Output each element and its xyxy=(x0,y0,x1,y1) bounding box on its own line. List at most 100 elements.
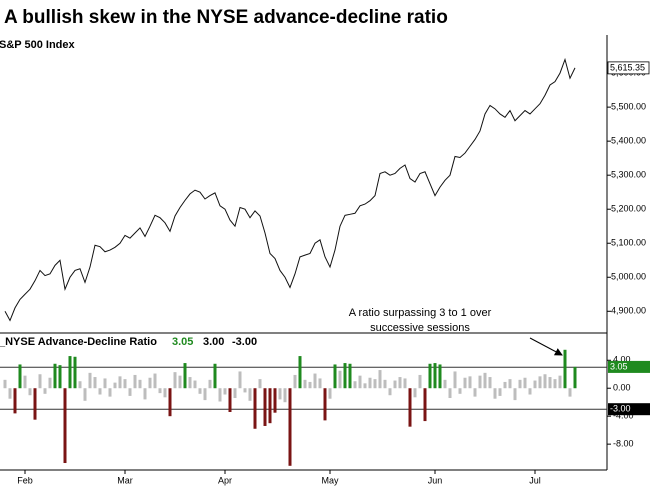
y-tick-label: 5,000.00 xyxy=(611,272,646,282)
x-tick-label: Feb xyxy=(17,475,33,485)
bar xyxy=(538,376,542,389)
panel-label: S&P 500 Index xyxy=(0,39,75,51)
bar xyxy=(398,377,402,389)
bar xyxy=(13,388,17,414)
x-tick-label: May xyxy=(321,475,339,485)
bar xyxy=(568,388,572,397)
bar xyxy=(468,376,472,389)
bar xyxy=(113,382,117,389)
bar xyxy=(328,388,332,399)
bar xyxy=(153,373,157,389)
bar xyxy=(518,379,522,389)
y-tick-label: 4,900.00 xyxy=(611,306,646,316)
bar xyxy=(368,377,372,389)
bar xyxy=(313,373,317,389)
bar xyxy=(8,388,12,399)
bar xyxy=(23,375,27,389)
bar xyxy=(453,371,457,389)
bar xyxy=(433,363,437,389)
bar xyxy=(363,383,367,389)
bar xyxy=(463,377,467,389)
bar xyxy=(48,377,52,389)
bar xyxy=(143,388,147,400)
y-tick-label: 5,100.00 xyxy=(611,238,646,248)
y-tick-label: 0.00 xyxy=(613,383,631,393)
bar xyxy=(508,379,512,389)
bar xyxy=(373,379,377,389)
annotation-arrow xyxy=(529,337,563,356)
bar xyxy=(118,376,122,389)
x-tick-label: Jun xyxy=(428,475,443,485)
bar xyxy=(183,363,187,389)
y-tick-label: 5,500.00 xyxy=(611,102,646,112)
last-value-label: 5,615.35 xyxy=(610,62,645,72)
threshold-label: -3.00 xyxy=(610,404,631,414)
bar xyxy=(3,379,7,389)
bar xyxy=(38,374,42,389)
bar xyxy=(128,388,132,396)
bar xyxy=(133,374,137,389)
bar xyxy=(478,375,482,389)
bar xyxy=(273,388,277,413)
bar xyxy=(288,388,292,466)
bar xyxy=(553,379,557,389)
bar xyxy=(323,388,327,421)
bar xyxy=(388,388,392,396)
x-tick-label: Jul xyxy=(529,475,541,485)
bar xyxy=(438,364,442,389)
bar xyxy=(213,363,217,389)
bar xyxy=(528,388,532,395)
bar xyxy=(413,388,417,398)
bar xyxy=(28,388,32,396)
bar xyxy=(63,388,67,464)
bar xyxy=(488,377,492,389)
bar xyxy=(318,378,322,389)
bar xyxy=(178,375,182,389)
bar xyxy=(248,388,252,401)
x-tick-label: Apr xyxy=(218,475,232,485)
y-tick-label: -8.00 xyxy=(613,439,634,449)
price-line xyxy=(4,57,576,322)
bar xyxy=(523,377,527,389)
bar xyxy=(473,388,477,397)
bar xyxy=(98,388,102,395)
bar xyxy=(498,388,502,396)
bar xyxy=(18,364,22,389)
bar xyxy=(513,388,517,401)
bar xyxy=(243,388,247,393)
bar xyxy=(403,378,407,389)
bar xyxy=(258,379,262,389)
bar xyxy=(173,372,177,389)
last-value-tag xyxy=(607,61,650,75)
last-value-label: 3.05 xyxy=(610,361,628,371)
header-value: -3.00 xyxy=(232,336,257,348)
bar xyxy=(168,388,172,417)
bar xyxy=(88,372,92,389)
y-tick-label: 5,300.00 xyxy=(611,170,646,180)
header-value: 3.00 xyxy=(203,336,224,348)
chart-title: A bullish skew in the NYSE advance-decli… xyxy=(4,7,448,28)
bar xyxy=(203,388,207,401)
bar xyxy=(358,375,362,389)
bar xyxy=(68,356,72,389)
bar xyxy=(223,388,227,395)
bar xyxy=(533,380,537,389)
bar xyxy=(108,388,112,397)
bar xyxy=(458,388,462,394)
bar xyxy=(58,365,62,389)
bar xyxy=(383,379,387,389)
bar xyxy=(343,363,347,389)
bar xyxy=(188,377,192,389)
bar xyxy=(218,388,222,402)
panel-label: _NYSE Advance-Decline Ratio xyxy=(0,336,157,348)
bar xyxy=(53,363,57,389)
bar xyxy=(483,372,487,389)
annotation: A ratio surpassing 3 to 1 over xyxy=(349,307,492,319)
threshold-tag xyxy=(608,403,650,416)
bar xyxy=(298,356,302,389)
bar xyxy=(73,356,77,389)
y-tick-label: 5,400.00 xyxy=(611,136,646,146)
bar xyxy=(353,381,357,389)
bar xyxy=(338,370,342,389)
